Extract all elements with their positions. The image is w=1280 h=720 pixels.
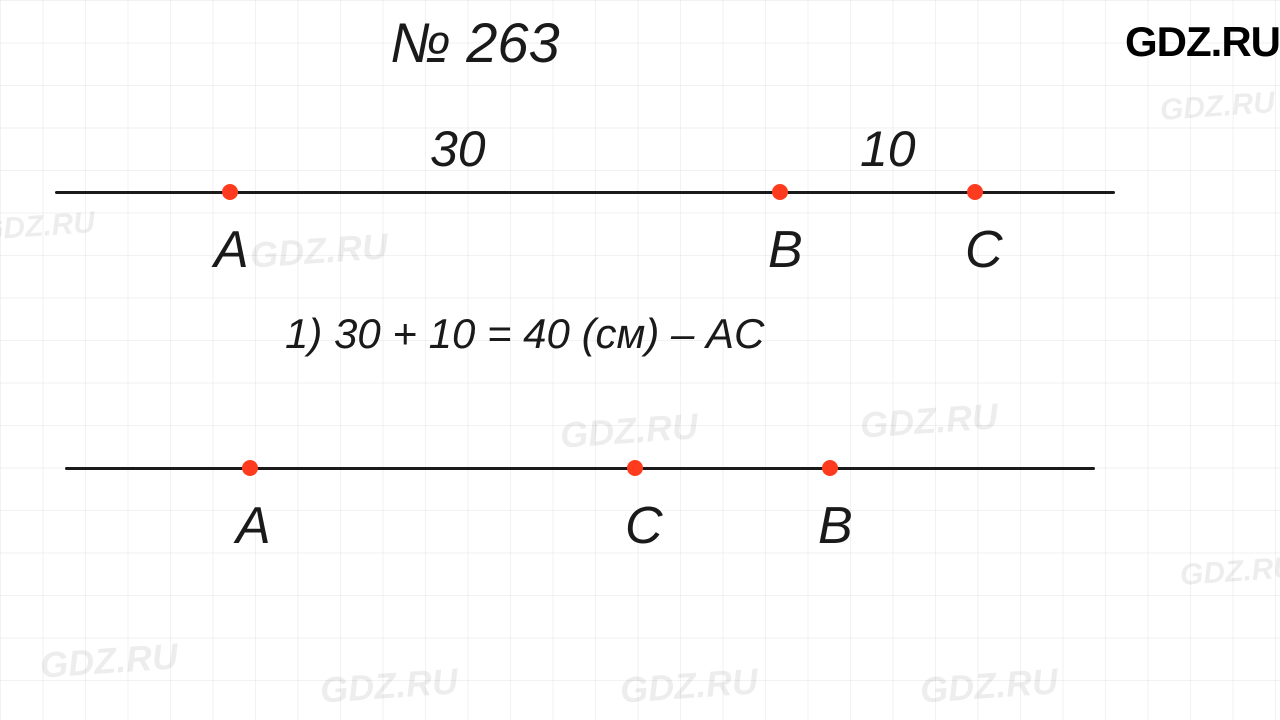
- figure2-point-a: [242, 460, 258, 476]
- site-logo: GDZ.RU: [1125, 18, 1280, 66]
- figure1-line: [55, 191, 1115, 194]
- segment-label-bc: 10: [860, 120, 916, 178]
- figure2-point-b: [822, 460, 838, 476]
- figure1-point-a: [222, 184, 238, 200]
- segment-label-ab: 30: [430, 120, 486, 178]
- figure1-point-b: [772, 184, 788, 200]
- grid-background: [0, 0, 1280, 720]
- figure1-label-b: B: [768, 220, 803, 280]
- problem-number: № 263: [390, 10, 560, 75]
- figure2-line: [65, 467, 1095, 470]
- calculation-step-1: 1) 30 + 10 = 40 (см) – AC: [285, 310, 764, 358]
- figure1-label-a: A: [214, 220, 249, 280]
- figure2-label-c: C: [625, 496, 663, 556]
- figure2-label-b: B: [818, 496, 853, 556]
- figure1-label-c: C: [965, 220, 1003, 280]
- figure1-point-c: [967, 184, 983, 200]
- figure2-point-c: [627, 460, 643, 476]
- figure2-label-a: A: [236, 496, 271, 556]
